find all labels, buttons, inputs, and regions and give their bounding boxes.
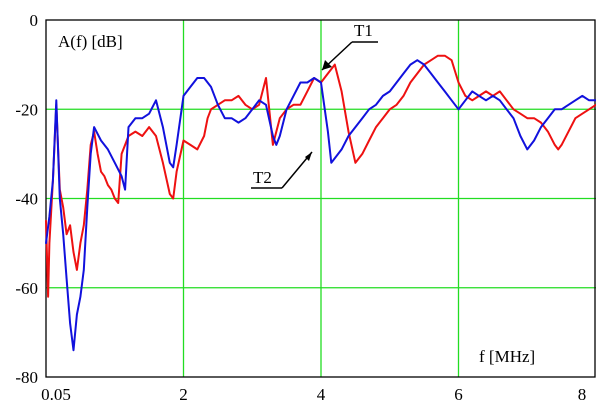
y-tick-label: -60 (15, 279, 38, 298)
annotation-t1: T1 (321, 21, 378, 71)
y-tick-label: -20 (15, 100, 38, 119)
annotation-t2: T2 (251, 151, 313, 189)
x-tick-label: 6 (454, 385, 463, 404)
annotation-t2-label: T2 (253, 168, 272, 187)
x-tick-label: 8 (578, 385, 587, 404)
annotation-t1-label: T1 (354, 21, 373, 40)
x-tick-label: 2 (179, 385, 188, 404)
annotation-t2-arrowhead (305, 152, 312, 161)
y-tick-label: -40 (15, 190, 38, 209)
x-tick-label: 4 (317, 385, 326, 404)
y-tick-label: -80 (15, 368, 38, 387)
x-axis-label: f [MHz] (479, 347, 535, 366)
annotation-t1-arrowhead (322, 60, 332, 70)
series-line-t2 (45, 59, 596, 352)
tick-labels: 0 -20 -40 -60 -800.05 2 4 6 8 (15, 11, 586, 404)
x-tick-label: 0.05 (41, 385, 71, 404)
series-layer (45, 54, 596, 352)
y-axis-label: A(f) [dB] (58, 32, 123, 51)
y-tick-label: 0 (30, 11, 39, 30)
plot-frame (45, 19, 596, 378)
